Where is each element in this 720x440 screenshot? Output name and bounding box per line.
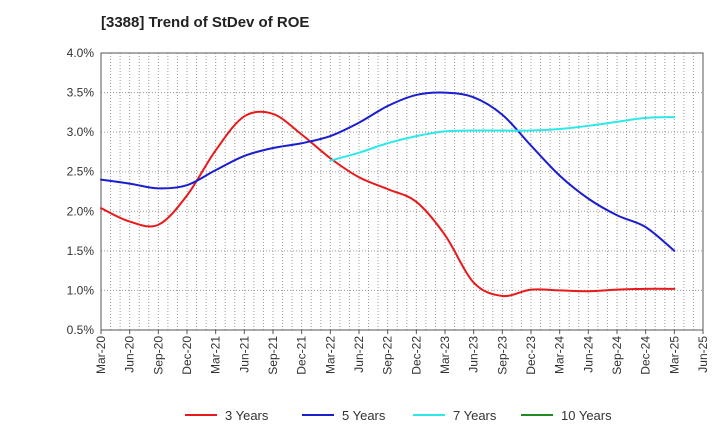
series-line-3-years (100, 110, 676, 298)
x-tick-label: Sep-22 (381, 336, 395, 375)
legend-item: 3 Years (185, 404, 268, 426)
x-tick-label: Jun-23 (467, 336, 481, 373)
x-tick-label: Jun-25 (696, 336, 710, 373)
x-tick-label: Mar-22 (323, 336, 337, 374)
y-tick-label: 3.0% (67, 125, 95, 139)
legend-label: 3 Years (225, 407, 269, 423)
legend-label: 10 Years (561, 407, 612, 423)
y-tick-label: 2.0% (67, 204, 95, 218)
plot-border (100, 52, 704, 331)
y-tick-label: 0.5% (67, 323, 95, 337)
legend-swatch (185, 414, 217, 416)
y-tick-label: 4.0% (67, 46, 95, 60)
x-tick-label: Sep-23 (495, 336, 509, 375)
x-tick-label: Mar-23 (438, 336, 452, 374)
series-line-5-years (100, 91, 676, 252)
series-line-7-years (329, 116, 676, 162)
x-tick-label: Jun-22 (352, 336, 366, 373)
legend-label: 7 Years (453, 407, 497, 423)
legend-item: 10 Years (521, 404, 612, 426)
legend-swatch (413, 414, 445, 416)
x-tick-label: Mar-21 (209, 336, 223, 374)
legend-item: 7 Years (413, 404, 496, 426)
series-lines (100, 91, 676, 298)
x-tick-label: Jun-20 (123, 336, 137, 373)
legend-label: 5 Years (342, 407, 386, 423)
grid (101, 53, 703, 330)
x-tick-label: Mar-24 (553, 336, 567, 374)
x-tick-label: Sep-20 (151, 336, 165, 375)
x-tick-label: Sep-21 (266, 336, 280, 375)
chart-title: [3388] Trend of StDev of ROE (101, 14, 310, 31)
axes: 0.5% 1.0% 1.5% 2.0% 2.5% 3.0% 3.5% 4.0% Mar-20 Ju… (67, 46, 710, 375)
x-tick-label: Dec-20 (180, 336, 194, 375)
x-tick-label: Dec-21 (295, 336, 309, 375)
x-tick-label: Jun-21 (237, 336, 251, 373)
x-tick-label: Mar-25 (667, 336, 681, 374)
legend-swatch (302, 414, 334, 416)
x-tick-label: Dec-22 (409, 336, 423, 375)
legend-item: 5 Years (302, 404, 385, 426)
legend-swatch (521, 414, 553, 416)
y-tick-label: 1.0% (67, 283, 95, 297)
x-tick-label: Mar-20 (94, 336, 108, 374)
plot-area (101, 53, 703, 330)
x-tick-label: Dec-23 (524, 336, 538, 375)
x-tick-label: Jun-24 (581, 336, 595, 373)
y-tick-label: 1.5% (67, 244, 95, 258)
y-tick-label: 3.5% (67, 86, 95, 100)
x-tick-label: Dec-24 (639, 336, 653, 375)
x-tick-label: Sep-24 (610, 336, 624, 375)
y-tick-label: 2.5% (67, 165, 95, 179)
legend: 3 Years 5 Years 7 Years 10 Years (0, 404, 720, 426)
